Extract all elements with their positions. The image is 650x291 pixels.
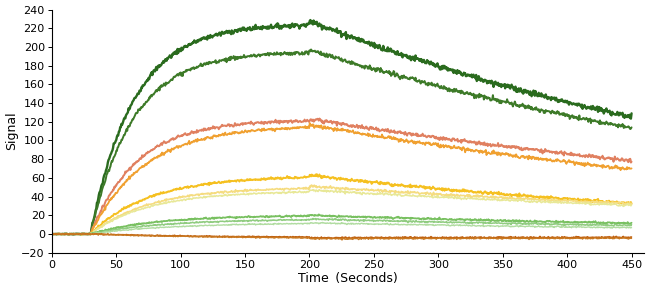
Y-axis label: Signal: Signal [6,112,19,150]
X-axis label: Time  (Seconds): Time (Seconds) [298,272,398,285]
